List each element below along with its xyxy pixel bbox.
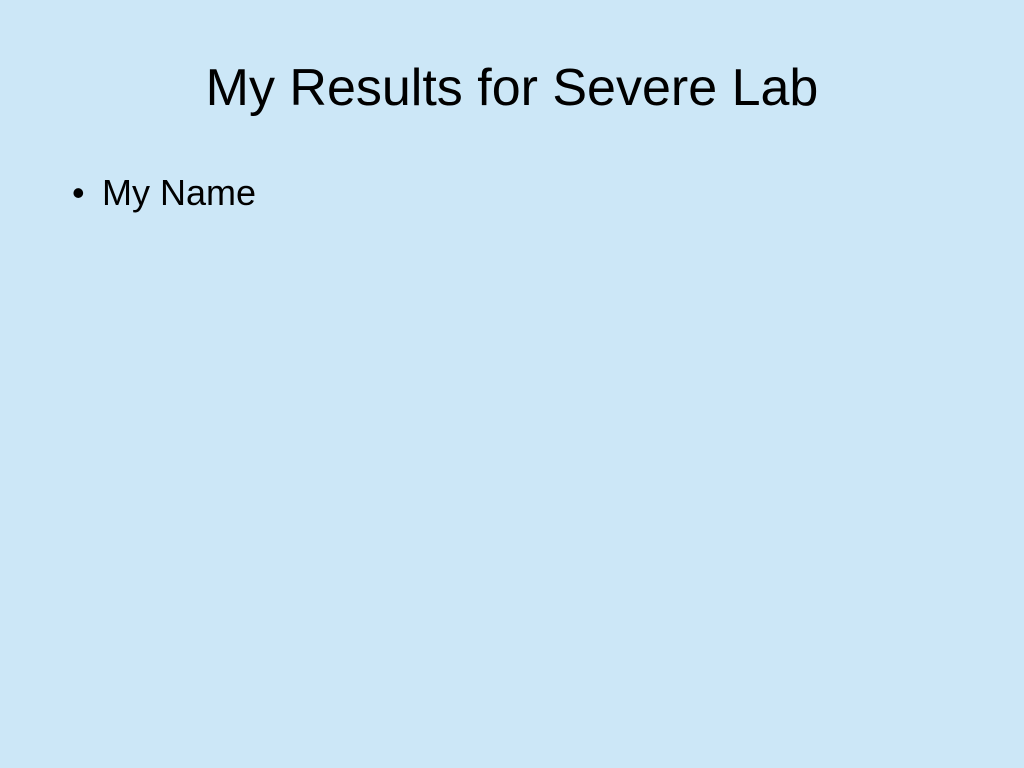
slide-container: My Results for Severe Lab My Name: [0, 0, 1024, 768]
slide-content: My Name: [0, 172, 1024, 214]
bullet-item: My Name: [72, 172, 1024, 214]
slide-title: My Results for Severe Lab: [0, 58, 1024, 118]
bullet-list: My Name: [72, 172, 1024, 214]
